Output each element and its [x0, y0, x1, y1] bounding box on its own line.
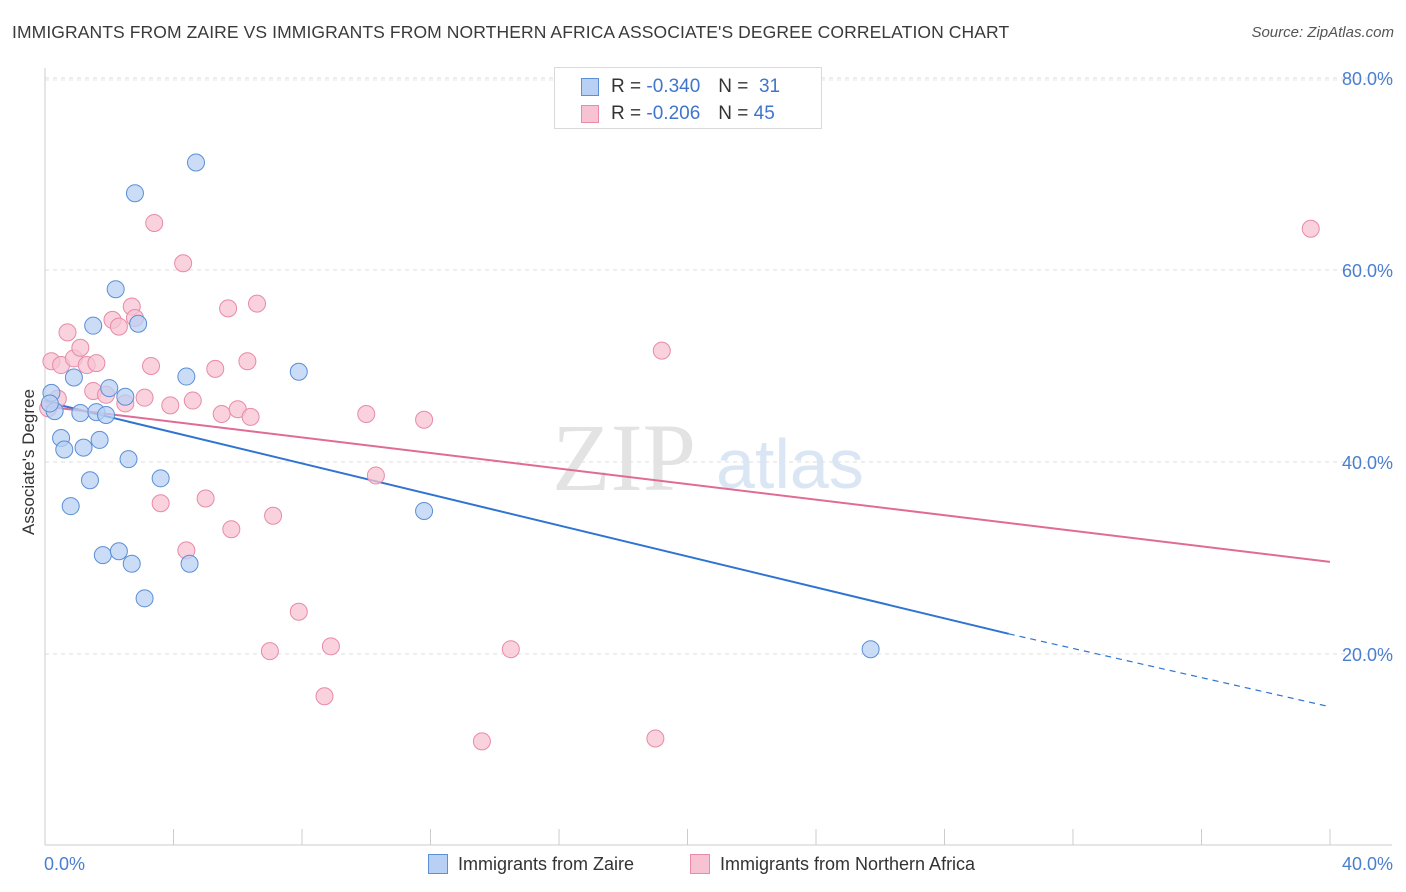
- legend-r-label: R =: [611, 103, 642, 124]
- data-point: [109, 542, 128, 561]
- data-point: [289, 602, 308, 621]
- trend-line: [44, 405, 1331, 563]
- data-point: [71, 404, 90, 423]
- legend-row-zaire: R = -0.340 N = 31: [581, 74, 780, 100]
- legend-n-label: N =: [718, 76, 749, 97]
- data-point: [415, 501, 434, 520]
- x-tick-label: 40.0%: [1342, 854, 1393, 874]
- y-axis-label: Associate's Degree: [19, 389, 38, 535]
- data-point: [315, 687, 334, 706]
- data-point: [472, 732, 491, 751]
- watermark: ZIP atlas: [552, 404, 864, 511]
- data-point: [161, 396, 180, 415]
- data-points: [39, 153, 1320, 751]
- data-point: [64, 368, 83, 387]
- data-point: [357, 405, 376, 423]
- data-point: [71, 338, 90, 357]
- legend-n-value: 31: [758, 76, 781, 97]
- data-point: [135, 388, 154, 407]
- y-tick-label: 60.0%: [1342, 261, 1393, 281]
- data-point: [80, 471, 99, 490]
- data-point: [183, 391, 202, 410]
- data-point: [238, 352, 257, 371]
- data-point: [151, 469, 170, 488]
- bottom-legend-label-northern-africa: Immigrants from Northern Africa: [720, 853, 976, 874]
- trend-line: [44, 400, 1009, 635]
- data-point: [366, 466, 385, 485]
- data-point: [196, 489, 215, 508]
- data-point: [116, 387, 135, 406]
- legend-swatch-zaire: [581, 78, 599, 96]
- data-point: [212, 405, 231, 423]
- data-point: [58, 323, 77, 342]
- bottom-legend-swatch-zaire: [428, 854, 448, 874]
- data-point: [40, 394, 59, 413]
- data-point: [129, 314, 148, 333]
- data-point: [135, 589, 154, 608]
- legend-n-value: 45: [753, 103, 775, 124]
- data-point: [248, 294, 267, 313]
- tick-labels: 20.0% 40.0% 60.0% 80.0% 0.0% 40.0%: [44, 69, 1393, 874]
- bottom-legend-swatch-northern-africa: [690, 854, 710, 874]
- source-credit: Source: ZipAtlas.com: [1251, 24, 1394, 41]
- data-point: [84, 316, 103, 335]
- data-point: [1301, 219, 1320, 238]
- data-point: [151, 494, 170, 513]
- axes: [44, 68, 1392, 846]
- data-point: [122, 554, 141, 573]
- data-point: [260, 642, 279, 661]
- data-point: [289, 362, 308, 381]
- data-point: [646, 729, 665, 748]
- data-point: [174, 254, 193, 273]
- trend-line-extension: [1008, 633, 1331, 708]
- data-point: [74, 438, 93, 457]
- data-point: [93, 546, 112, 565]
- data-point: [97, 405, 116, 424]
- data-point: [119, 450, 138, 469]
- y-tick-label: 40.0%: [1342, 453, 1393, 473]
- x-tick-label: 0.0%: [44, 854, 85, 874]
- data-point: [125, 184, 144, 203]
- data-point: [321, 637, 340, 656]
- data-point: [206, 359, 225, 378]
- watermark-atlas: atlas: [716, 425, 864, 503]
- data-point: [142, 357, 161, 375]
- data-point: [61, 497, 80, 516]
- data-point: [241, 407, 260, 426]
- watermark-zip: ZIP: [552, 404, 696, 511]
- data-point: [100, 379, 119, 398]
- bottom-legend-northern-africa: Immigrants from Northern Africa: [690, 852, 975, 876]
- data-point: [861, 640, 880, 659]
- legend-row-northern-africa: R = -0.206 N = 45: [581, 101, 775, 127]
- data-point: [264, 506, 283, 525]
- legend-r-value: -0.206: [646, 103, 701, 124]
- data-point: [180, 554, 199, 573]
- data-point: [90, 430, 109, 449]
- trend-lines: [44, 400, 1331, 708]
- data-point: [87, 354, 106, 373]
- data-point: [652, 341, 671, 360]
- data-point: [501, 640, 520, 659]
- bottom-legend-zaire: Immigrants from Zaire: [428, 852, 634, 876]
- data-point: [177, 367, 196, 386]
- legend-n-label: N =: [718, 103, 749, 124]
- legend-r-label: R =: [611, 76, 642, 97]
- data-point: [55, 440, 74, 459]
- data-point: [109, 317, 128, 336]
- data-point: [415, 410, 434, 429]
- y-tick-label: 80.0%: [1342, 69, 1393, 89]
- bottom-legend-label-zaire: Immigrants from Zaire: [458, 853, 635, 874]
- legend: R = -0.340 N = 31 R = -0.206 N = 45: [554, 67, 822, 129]
- data-point: [222, 520, 241, 539]
- chart-title: IMMIGRANTS FROM ZAIRE VS IMMIGRANTS FROM…: [12, 22, 1010, 42]
- y-tick-label: 20.0%: [1342, 645, 1393, 665]
- data-point: [219, 299, 238, 318]
- legend-swatch-northern-africa: [581, 105, 599, 123]
- legend-r-value: -0.340: [646, 76, 701, 97]
- data-point: [145, 213, 164, 232]
- data-point: [106, 280, 125, 299]
- data-point: [186, 153, 205, 172]
